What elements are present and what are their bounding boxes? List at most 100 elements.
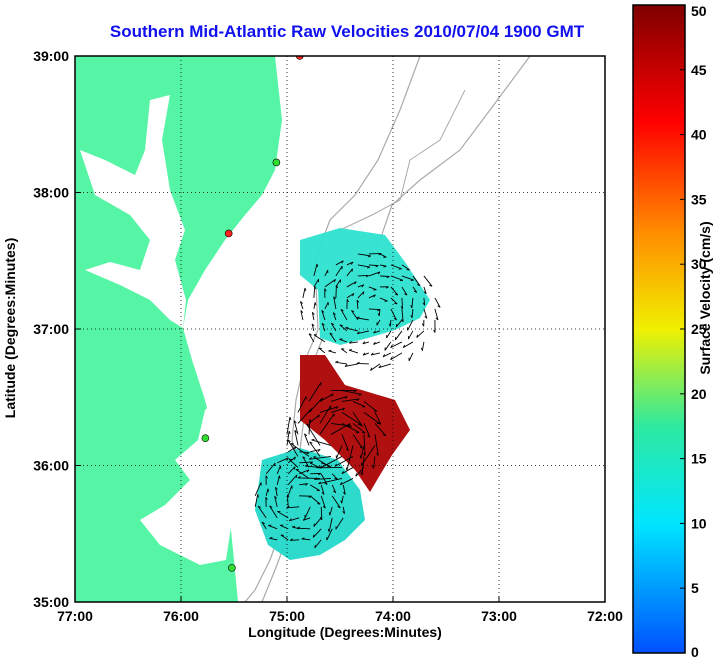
velocity-arrow xyxy=(434,308,439,321)
velocity-arrow xyxy=(304,433,310,446)
velocity-arrow-head xyxy=(314,286,317,290)
velocity-arrow-head xyxy=(339,324,343,326)
velocity-arrow-head xyxy=(356,361,360,364)
velocity-arrow xyxy=(368,286,377,291)
x-tick-label: 74:00 xyxy=(375,608,411,624)
velocity-arrow-head xyxy=(345,448,349,451)
velocity-arrow xyxy=(320,473,328,485)
velocity-arrow xyxy=(308,382,322,402)
velocity-arrow xyxy=(287,456,296,464)
velocity-arrow-head xyxy=(342,510,345,514)
velocity-arrow xyxy=(357,330,370,335)
velocity-arrow xyxy=(368,294,376,299)
colorbar-tick-label: 50 xyxy=(691,3,707,19)
velocity-arrow xyxy=(341,467,354,475)
velocity-arrow-head xyxy=(345,326,349,329)
velocity-arrow-head xyxy=(382,354,386,358)
colorbar-tick-label: 35 xyxy=(691,191,707,207)
y-tick-label: 35:00 xyxy=(33,594,69,610)
velocity-arrow xyxy=(299,469,310,475)
velocity-arrow xyxy=(330,322,337,332)
velocity-arrow xyxy=(311,323,315,332)
velocity-arrow xyxy=(300,301,304,310)
velocity-arrow-head xyxy=(362,341,366,345)
velocity-arrow xyxy=(313,263,318,277)
velocity-arrow xyxy=(373,330,381,334)
velocity-arrow xyxy=(390,352,403,361)
velocity-arrow xyxy=(294,430,299,446)
velocity-arrow xyxy=(336,445,343,459)
velocity-arrow-head xyxy=(294,429,298,433)
velocity-arrow xyxy=(352,412,363,427)
velocity-arrow-head xyxy=(287,494,290,498)
velocity-arrow xyxy=(335,285,337,298)
velocity-arrow-head xyxy=(345,467,348,471)
velocity-arrow xyxy=(341,412,362,425)
velocity-arrow-head xyxy=(339,482,343,485)
velocity-arrow xyxy=(319,406,339,413)
velocity-arrow xyxy=(313,278,319,288)
velocity-arrow xyxy=(299,451,310,454)
velocity-arrow xyxy=(308,419,311,435)
velocity-arrow-head xyxy=(311,323,315,327)
velocity-field-south xyxy=(255,448,365,560)
velocity-arrow xyxy=(277,457,289,464)
velocity-arrow xyxy=(313,334,326,343)
velocity-arrow xyxy=(332,312,337,321)
velocity-arrow xyxy=(384,341,392,351)
velocity-arrow-head xyxy=(278,475,281,479)
velocity-arrow xyxy=(261,521,267,530)
velocity-arrow-head xyxy=(395,324,398,328)
velocity-arrow-head xyxy=(373,341,376,345)
x-tick-label: 73:00 xyxy=(481,608,517,624)
velocity-arrow-head xyxy=(390,356,393,360)
velocity-arrow xyxy=(379,264,387,267)
velocity-arrow xyxy=(379,275,390,277)
velocity-arrow xyxy=(351,310,359,321)
velocity-arrow xyxy=(357,253,371,257)
y-axis-label: Latitude (Degrees:Minutes) xyxy=(2,237,18,419)
velocity-arrow xyxy=(401,264,410,271)
velocity-arrow-head xyxy=(352,293,355,297)
velocity-arrow-head xyxy=(306,423,310,426)
velocity-arrow xyxy=(297,527,311,530)
velocity-arrow xyxy=(340,309,348,321)
velocity-arrow-head xyxy=(367,435,371,438)
velocity-arrow-head xyxy=(269,536,273,539)
velocity-arrow-head xyxy=(312,311,315,315)
velocity-arrow-head xyxy=(333,490,336,494)
velocity-arrow xyxy=(390,297,398,305)
velocity-arrow-head xyxy=(356,316,360,319)
velocity-arrow-head xyxy=(297,476,301,479)
velocity-arrow xyxy=(268,525,278,530)
velocity-arrow-head xyxy=(356,299,360,303)
velocity-arrow xyxy=(346,261,354,266)
colorbar-tick-label: 25 xyxy=(691,321,707,337)
velocity-arrow-head xyxy=(332,312,336,315)
bay-water xyxy=(80,95,186,328)
velocity-arrow-head xyxy=(324,482,328,485)
colorbar-tick-label: 10 xyxy=(691,515,707,531)
velocity-arrow xyxy=(421,341,425,351)
colorbar-tick-label: 15 xyxy=(691,451,707,467)
velocity-arrow-head xyxy=(356,331,360,335)
velocity-arrow xyxy=(276,465,281,475)
velocity-arrow-head xyxy=(287,439,291,442)
velocity-arrow xyxy=(277,511,289,519)
velocity-arrow xyxy=(330,422,352,427)
velocity-arrow-head xyxy=(346,299,349,303)
velocity-arrow xyxy=(319,456,343,469)
velocity-arrow-head xyxy=(288,458,292,461)
velocity-arrow xyxy=(309,484,320,491)
velocity-arrow-head xyxy=(321,322,325,326)
velocity-arrow-head xyxy=(318,473,322,476)
velocity-arrow xyxy=(254,494,259,507)
velocity-arrow-head xyxy=(355,473,357,477)
velocity-arrow xyxy=(363,434,366,456)
velocity-arrow-head xyxy=(390,344,393,348)
velocity-arrow xyxy=(314,539,322,549)
velocity-arrow xyxy=(328,350,337,354)
velocity-arrow-head xyxy=(421,323,425,327)
velocity-arrow-head xyxy=(288,430,291,435)
y-tick-label: 36:00 xyxy=(33,458,69,474)
